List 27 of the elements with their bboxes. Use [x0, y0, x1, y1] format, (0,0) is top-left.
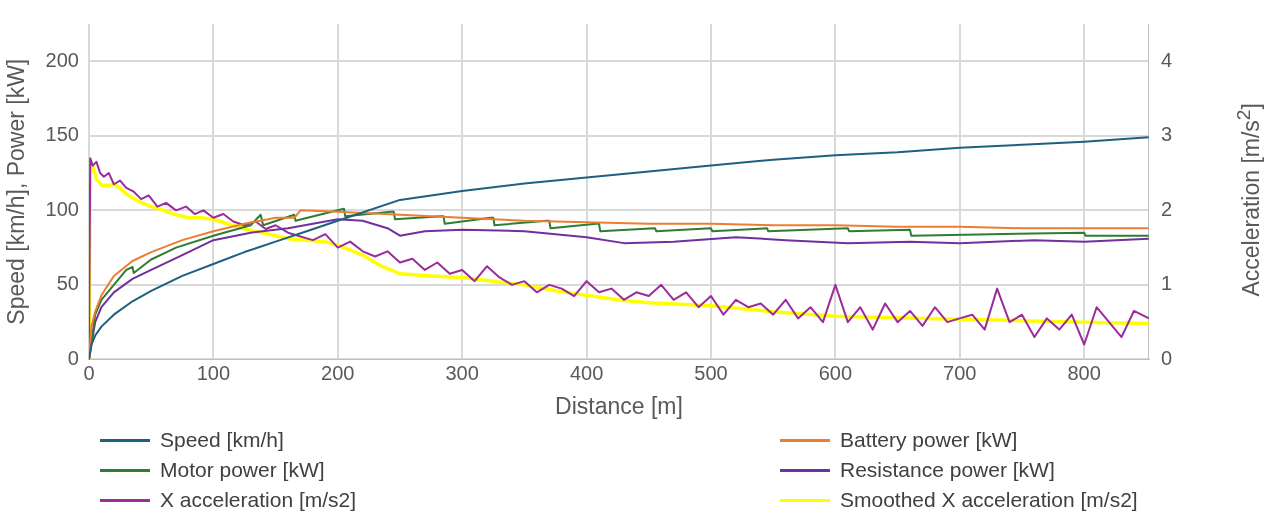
x-tick-label: 300 — [445, 361, 479, 384]
x-tick-label: 700 — [943, 361, 977, 384]
x-tick-label: 600 — [818, 361, 853, 384]
y-axis-title: Speed [km/h], Power [kW] — [3, 58, 30, 325]
y-tick-label: 50 — [56, 272, 79, 295]
x-tick-label: 500 — [694, 361, 728, 384]
y-tick-label: 200 — [45, 48, 79, 71]
x-tick-label: 0 — [83, 361, 95, 384]
x-tick-label: 800 — [1067, 361, 1101, 384]
legend-label: Battery power [kW] — [840, 428, 1018, 452]
y-tick-label: 100 — [45, 197, 79, 220]
y2-tick-label: 3 — [1160, 123, 1172, 146]
x-tick-label: 400 — [569, 361, 604, 384]
y2-tick-label: 0 — [1160, 346, 1172, 369]
x-axis-title: Distance [m] — [555, 392, 683, 419]
legend-label: Speed [km/h] — [160, 428, 284, 452]
y-tick-label: 150 — [45, 123, 79, 146]
legend-label: X acceleration [m/s2] — [160, 488, 357, 512]
legend-label: Motor power [kW] — [160, 458, 325, 482]
x-tick-label: 100 — [196, 361, 231, 384]
y-tick-label: 0 — [67, 346, 79, 369]
y2-tick-label: 2 — [1160, 197, 1172, 220]
legend-label: Resistance power [kW] — [840, 458, 1055, 482]
y2-tick-label: 4 — [1160, 48, 1172, 71]
x-tick-label: 200 — [321, 361, 355, 384]
legend-label: Smoothed X acceleration [m/s2] — [840, 488, 1138, 512]
y2-tick-label: 1 — [1160, 272, 1172, 295]
